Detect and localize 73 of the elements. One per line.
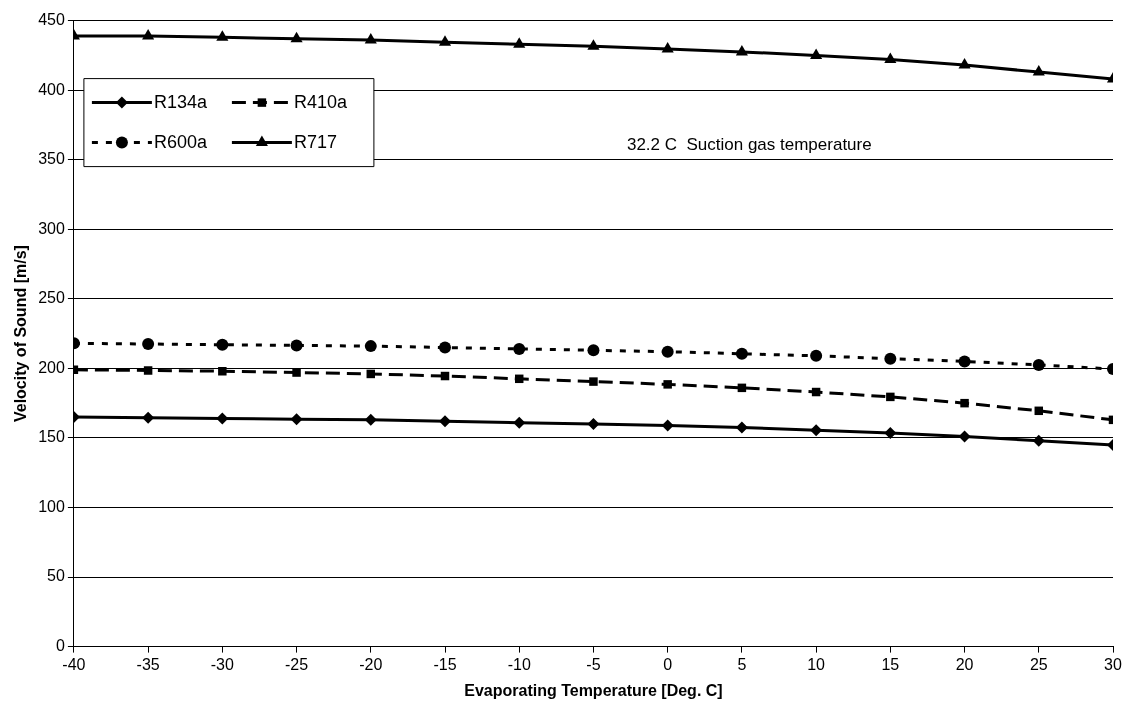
annotation: 32.2 C Suction gas temperature [626, 135, 872, 155]
point [290, 339, 303, 352]
x-tick-label: 20 [955, 655, 974, 673]
point [810, 349, 823, 362]
x-tick-label: -25 [285, 655, 309, 673]
point [513, 416, 526, 429]
y-tick-label: 0 [55, 637, 65, 655]
legend-label: R717 [293, 131, 337, 152]
y-tick-label: 450 [38, 11, 65, 29]
x-tick-label: 30 [1104, 655, 1122, 673]
point [364, 33, 377, 44]
x-tick-label: 25 [1029, 655, 1048, 673]
point [587, 344, 600, 357]
y-tick-label: 300 [38, 219, 65, 237]
point [587, 418, 600, 431]
x-axis-title: Evaporating Temperature [Deg. C] [464, 681, 723, 699]
point [735, 421, 748, 434]
point [735, 44, 748, 56]
x-tick-label: 10 [807, 655, 826, 673]
point [1032, 65, 1045, 76]
x-tick-label: 15 [881, 655, 900, 673]
point [661, 42, 674, 53]
y-tick-label: 100 [38, 497, 65, 515]
point [439, 415, 451, 428]
point [439, 341, 451, 354]
y-tick-label: 50 [47, 567, 65, 585]
point [960, 398, 969, 408]
point [735, 347, 748, 360]
point [958, 58, 971, 69]
point [142, 28, 155, 40]
point [218, 366, 227, 376]
x-tick-label: 0 [663, 655, 673, 673]
x-tick-label: -20 [359, 655, 383, 673]
point [884, 427, 897, 440]
point [958, 355, 971, 368]
y-tick-label: 350 [38, 150, 65, 168]
point [290, 413, 303, 426]
x-tick-label: -30 [210, 655, 234, 673]
point [810, 48, 823, 59]
point [884, 52, 897, 64]
x-tick-label: -35 [136, 655, 160, 673]
point [216, 338, 229, 351]
point [1032, 358, 1045, 371]
point [884, 352, 897, 365]
point [513, 342, 526, 355]
point [663, 380, 672, 389]
x-tick-label: -40 [62, 655, 86, 673]
legend-label: R410a [293, 91, 348, 112]
legend-label: R600a [153, 131, 208, 152]
point [513, 37, 526, 48]
y-tick-label: 150 [38, 428, 65, 446]
legend-label: R134a [153, 91, 208, 112]
point [589, 377, 598, 386]
y-tick-label: 250 [38, 289, 65, 307]
x-tick-label: -10 [507, 655, 531, 673]
point [292, 368, 301, 377]
point [587, 39, 600, 50]
point [438, 35, 452, 46]
point [216, 30, 229, 41]
point [142, 338, 155, 351]
x-tick-label: -15 [433, 655, 457, 673]
y-tick-label: 200 [38, 358, 65, 376]
point [886, 392, 895, 402]
point [143, 366, 153, 375]
point [142, 411, 155, 424]
x-tick-label: -5 [586, 655, 601, 673]
point [290, 31, 303, 43]
point [661, 419, 674, 432]
y-axis-title: Velocity of Sound [m/s] [12, 245, 30, 423]
point [364, 340, 377, 353]
y-tick-label: 400 [38, 80, 65, 98]
point [661, 345, 674, 358]
x-tick-label: 5 [737, 655, 747, 673]
